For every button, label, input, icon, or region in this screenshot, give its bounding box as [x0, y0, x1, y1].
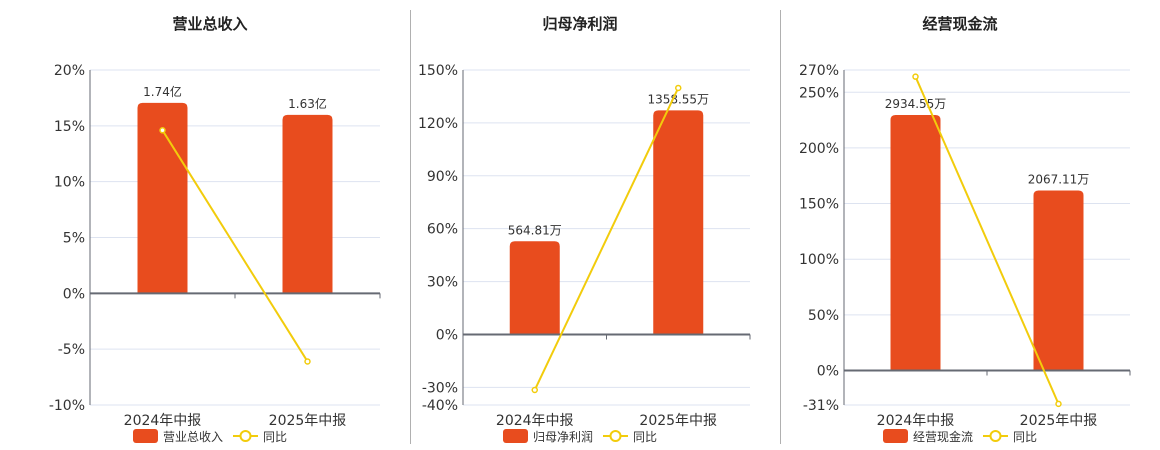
legend-line-marker [239, 430, 252, 442]
y-tick-label: -5% [58, 342, 85, 358]
yoy-line [161, 129, 309, 362]
y-tick-label: 50% [808, 308, 839, 324]
y-tick-label: 20% [54, 63, 85, 79]
bar [282, 114, 333, 294]
category-label: 2025年中报 [269, 413, 347, 429]
data-label: 1.74亿 [143, 84, 182, 99]
legend-label: 同比 [1013, 430, 1037, 444]
chart-title: 营业总收入 [172, 15, 247, 33]
y-tick-label: -40% [422, 398, 458, 414]
y-tick-label: 0% [436, 327, 458, 343]
legend-label: 经营现金流 [913, 429, 973, 444]
bar [1033, 190, 1084, 371]
bar [509, 241, 560, 335]
category-label: 2024年中报 [877, 413, 955, 429]
legend-bar-swatch [503, 429, 528, 443]
legend-label: 同比 [263, 430, 287, 444]
data-label: 2934.55万 [885, 97, 947, 111]
y-tick-label: 0% [817, 363, 839, 379]
legend-bar-swatch [883, 429, 908, 443]
data-label: 1358.55万 [647, 92, 709, 106]
yoy-line [533, 87, 680, 391]
bar [890, 115, 941, 371]
yoy-point [304, 358, 311, 365]
yoy-line [914, 76, 1060, 405]
y-tick-label: 0% [63, 286, 85, 302]
legend-line-marker [609, 430, 622, 442]
y-tick-label: -31% [803, 398, 839, 414]
data-label: 564.81万 [508, 223, 562, 237]
category-label: 2025年中报 [1020, 413, 1098, 429]
yoy-point [675, 84, 682, 92]
y-tick-label: -30% [422, 380, 458, 396]
y-tick-label: 15% [54, 119, 85, 135]
chart-title: 归母净利润 [542, 15, 617, 33]
yoy-point [1055, 400, 1062, 408]
yoy-point [912, 73, 919, 80]
category-label: 2025年中报 [639, 413, 717, 429]
y-tick-label: 60% [427, 222, 458, 238]
legend-label: 同比 [633, 430, 657, 444]
y-tick-label: 250% [799, 85, 839, 101]
y-tick-label: 120% [418, 116, 458, 132]
data-label: 2067.11万 [1028, 173, 1090, 187]
category-label: 2024年中报 [124, 413, 202, 429]
y-tick-label: 100% [799, 252, 839, 268]
legend-label: 营业总收入 [163, 430, 223, 444]
y-tick-label: 30% [427, 275, 458, 291]
category-label: 2024年中报 [496, 413, 574, 429]
y-tick-label: 150% [799, 197, 839, 213]
y-tick-label: 270% [799, 63, 839, 79]
y-tick-label: -10% [49, 398, 85, 414]
chart-title: 经营现金流 [922, 15, 997, 33]
data-label: 1.63亿 [288, 96, 327, 111]
legend-label: 归母净利润 [533, 430, 593, 444]
y-tick-label: 150% [418, 63, 458, 79]
y-tick-label: 90% [427, 169, 458, 185]
yoy-point [159, 127, 166, 134]
y-tick-label: 200% [799, 141, 839, 157]
yoy-point [531, 386, 538, 394]
bar [653, 110, 704, 335]
legend-line-marker [989, 430, 1002, 442]
y-tick-label: 5% [63, 231, 85, 247]
y-tick-label: 10% [54, 175, 85, 191]
legend-bar-swatch [133, 429, 158, 443]
